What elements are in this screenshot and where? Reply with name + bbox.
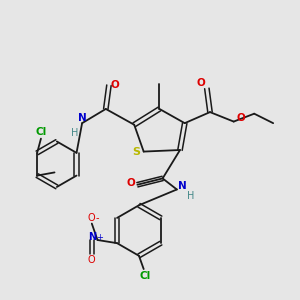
- Text: O: O: [110, 80, 119, 90]
- Text: -: -: [96, 213, 99, 223]
- Text: O: O: [236, 113, 245, 123]
- Text: H: H: [188, 191, 195, 201]
- Text: N: N: [88, 232, 96, 242]
- Text: Cl: Cl: [140, 271, 151, 281]
- Text: +: +: [97, 233, 104, 242]
- Text: Cl: Cl: [35, 127, 46, 137]
- Text: S: S: [133, 147, 141, 157]
- Text: N: N: [178, 181, 187, 191]
- Text: O: O: [87, 255, 95, 265]
- Text: H: H: [70, 128, 78, 138]
- Text: O: O: [197, 78, 206, 88]
- Text: O: O: [126, 178, 135, 188]
- Text: O: O: [87, 213, 95, 223]
- Text: N: N: [78, 113, 86, 123]
